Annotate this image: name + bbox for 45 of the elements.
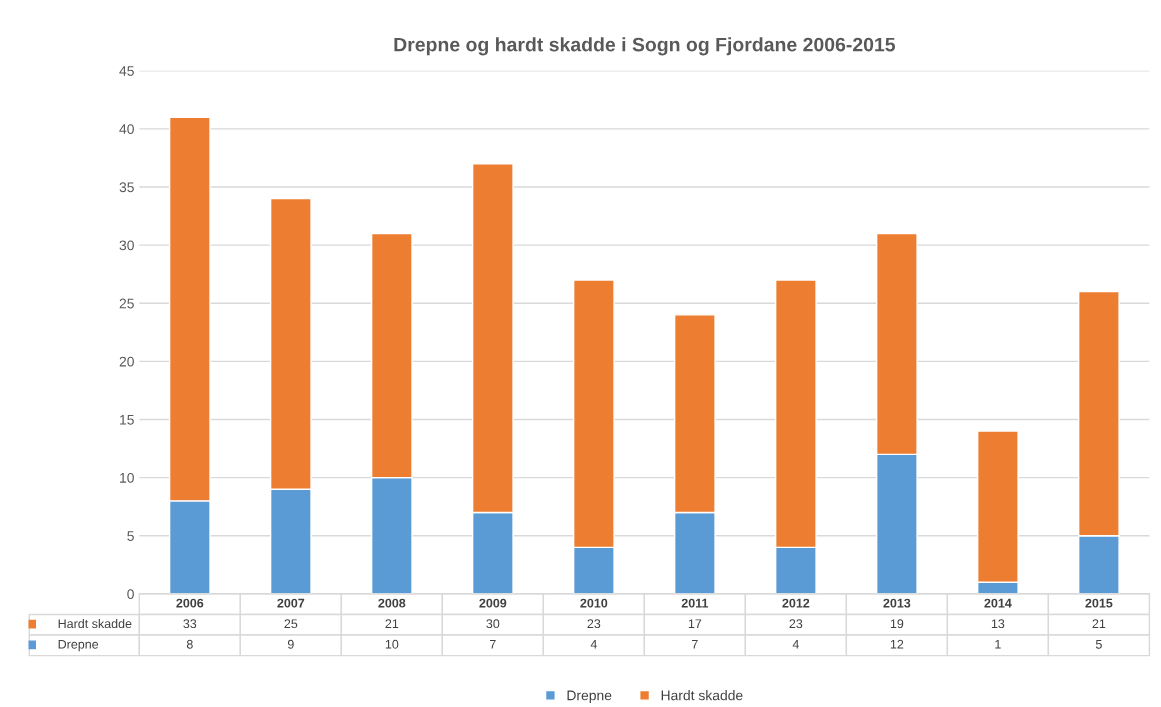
data-label: 7 [490, 639, 496, 649]
data-label: 7 [692, 639, 698, 649]
data-label: 10 [385, 639, 399, 649]
data-label: 12 [890, 639, 904, 649]
x-tick-label: 2008 [378, 598, 406, 608]
data-label: 5 [1095, 639, 1102, 649]
data-label: 25 [284, 619, 298, 629]
data-label: 17 [688, 619, 702, 628]
y-tick-label: 15 [120, 414, 134, 425]
data-label: 1 [995, 639, 1001, 649]
x-tick-label: 2009 [479, 598, 507, 608]
y-tick-label: 0 [127, 589, 134, 600]
x-tick-label: 2010 [580, 598, 608, 608]
x-tick-label: 2011 [681, 598, 709, 608]
data-label: 8 [186, 639, 193, 649]
text: Drepne [567, 690, 612, 704]
y-tick-label: 10 [120, 472, 134, 483]
data-label: 19 [890, 619, 904, 629]
x-tick-label: 2015 [1085, 598, 1113, 608]
data-label: 9 [287, 639, 294, 649]
y-tick-label: 25 [119, 298, 134, 309]
y-tick-label: 30 [119, 240, 134, 251]
data-label: 23 [789, 619, 803, 629]
x-tick-label: 2007 [277, 598, 305, 608]
x-tick-label: 2012 [782, 598, 810, 608]
data-label: 13 [991, 619, 1005, 629]
legend-label: Hardt skadde [58, 618, 132, 629]
y-tick-label: 20 [119, 356, 134, 367]
data-label: 21 [385, 619, 399, 628]
x-tick-label: 2014 [984, 598, 1012, 608]
y-tick-label: 40 [119, 124, 134, 134]
x-tick-label: 2013 [883, 598, 911, 608]
x-tick-label: 2006 [176, 598, 204, 608]
text: Hardt skadde [661, 690, 743, 701]
y-tick-label: 45 [119, 66, 134, 76]
data-label: 30 [486, 619, 500, 629]
data-label: 4 [792, 639, 799, 649]
y-tick-label: 5 [127, 531, 134, 541]
data-label: 23 [587, 619, 601, 629]
data-label: 4 [590, 639, 597, 649]
y-tick-label: 35 [119, 182, 134, 193]
chart-title: Drepne og hardt skadde i Sogn og Fjordane 2006-2015 [394, 37, 896, 56]
data-label: 33 [183, 619, 197, 629]
legend-label: Drepne [58, 639, 99, 652]
data-label: 21 [1092, 619, 1106, 628]
